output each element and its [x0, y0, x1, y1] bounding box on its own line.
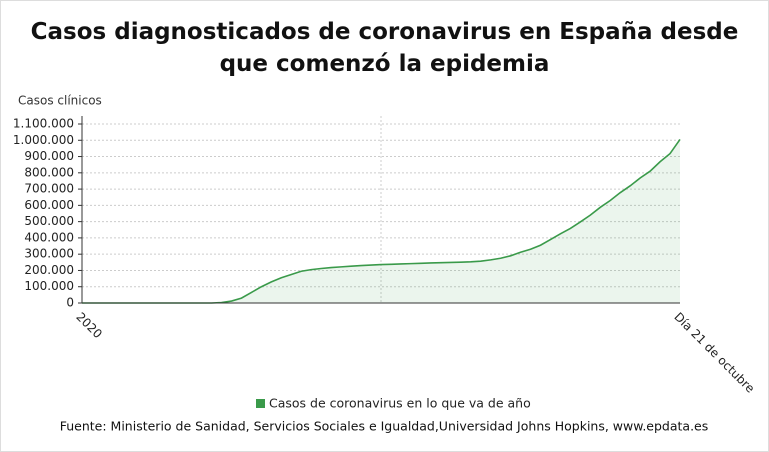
y-tick-label: 0 — [66, 296, 74, 310]
y-tick-label: 600.000 — [24, 198, 74, 212]
y-tick-label: 1.000.000 — [13, 133, 74, 147]
area — [82, 139, 680, 303]
y-tick-label: 100.000 — [24, 279, 74, 293]
y-tick-label: 700.000 — [24, 182, 74, 196]
chart-title: Casos diagnosticados de coronavirus en E… — [30, 19, 739, 77]
y-tick-label: 1.100.000 — [13, 117, 74, 131]
y-tick-label: 500.000 — [24, 214, 74, 228]
x-tick-label: 2020 — [73, 310, 104, 341]
y-axis-label: Casos clínicos — [18, 94, 102, 108]
y-tick-label: 400.000 — [24, 230, 74, 244]
y-tick-label: 300.000 — [24, 247, 74, 261]
legend-label: Casos de coronavirus en lo que va de año — [269, 396, 531, 411]
x-tick-label: Día 21 de octubre — [671, 310, 757, 396]
y-tick-label: 200.000 — [24, 263, 74, 277]
source: Fuente: Ministerio de Sanidad, Servicios… — [60, 419, 709, 434]
y-tick-label: 900.000 — [24, 149, 74, 163]
legend-swatch — [256, 399, 265, 408]
y-tick-label: 800.000 — [24, 165, 74, 179]
